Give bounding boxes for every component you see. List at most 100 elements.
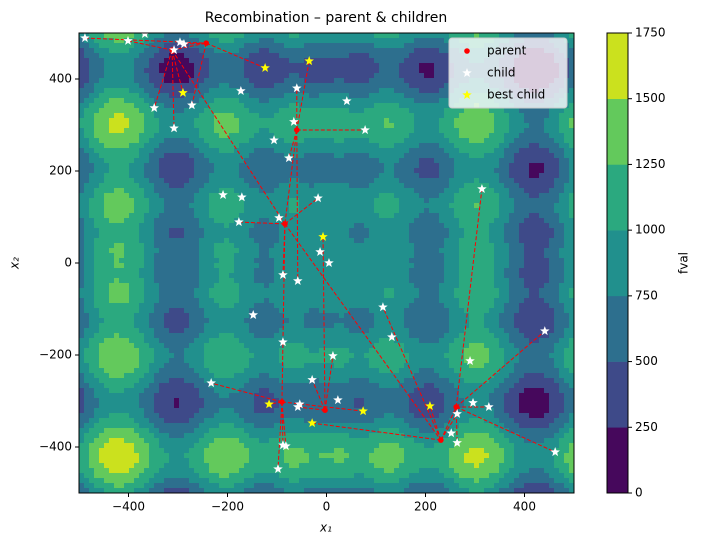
contour-cell xyxy=(334,78,340,84)
contour-cell xyxy=(119,403,125,409)
contour-cell xyxy=(104,68,110,74)
contour-cell xyxy=(209,113,215,119)
contour-cell xyxy=(229,248,235,254)
contour-cell xyxy=(309,398,315,404)
contour-cell xyxy=(334,313,340,319)
contour-cell xyxy=(319,323,325,329)
contour-cell xyxy=(154,88,160,94)
contour-cell xyxy=(239,83,245,89)
contour-cell xyxy=(89,223,95,229)
contour-cell xyxy=(219,78,225,84)
contour-cell xyxy=(169,243,175,249)
contour-cell xyxy=(149,398,155,404)
contour-cell xyxy=(214,48,220,54)
contour-cell xyxy=(234,208,240,214)
contour-cell xyxy=(204,468,210,474)
contour-cell xyxy=(99,203,105,209)
contour-cell xyxy=(304,133,310,139)
contour-cell xyxy=(294,383,300,389)
contour-cell xyxy=(299,453,305,459)
contour-cell xyxy=(239,58,245,64)
contour-cell xyxy=(324,213,330,219)
contour-cell xyxy=(139,398,145,404)
contour-cell xyxy=(259,128,265,134)
contour-cell xyxy=(314,63,320,69)
contour-cell xyxy=(214,203,220,209)
contour-cell xyxy=(199,88,205,94)
contour-cell xyxy=(139,438,145,444)
contour-cell xyxy=(114,243,120,249)
contour-cell xyxy=(189,248,195,254)
contour-cell xyxy=(84,393,90,399)
contour-cell xyxy=(254,453,260,459)
contour-cell xyxy=(314,353,320,359)
contour-cell xyxy=(174,268,180,274)
contour-cell xyxy=(334,148,340,154)
contour-cell xyxy=(284,58,290,64)
contour-cell xyxy=(89,283,95,289)
contour-cell xyxy=(269,423,275,429)
contour-cell xyxy=(264,243,270,249)
contour-cell xyxy=(154,213,160,219)
contour-cell xyxy=(79,268,85,274)
contour-cell xyxy=(209,363,215,369)
contour-cell xyxy=(139,468,145,474)
contour-cell xyxy=(109,483,115,489)
contour-cell xyxy=(329,98,335,104)
contour-cell xyxy=(94,293,100,299)
contour-cell xyxy=(94,198,100,204)
contour-cell xyxy=(94,488,100,494)
contour-cell xyxy=(264,258,270,264)
contour-cell xyxy=(279,68,285,74)
contour-cell xyxy=(234,388,240,394)
contour-cell xyxy=(144,353,150,359)
contour-cell xyxy=(194,223,200,229)
contour-cell xyxy=(139,478,145,484)
contour-cell xyxy=(209,118,215,124)
contour-cell xyxy=(194,373,200,379)
contour-cell xyxy=(299,413,305,419)
contour-cell xyxy=(179,253,185,259)
contour-cell xyxy=(124,148,130,154)
contour-cell xyxy=(259,433,265,439)
contour-cell xyxy=(274,193,280,199)
contour-cell xyxy=(169,308,175,314)
contour-cell xyxy=(239,238,245,244)
contour-cell xyxy=(139,193,145,199)
contour-cell xyxy=(129,438,135,444)
contour-cell xyxy=(139,183,145,189)
contour-cell xyxy=(249,373,255,379)
contour-cell xyxy=(174,83,180,89)
contour-cell xyxy=(179,298,185,304)
contour-cell xyxy=(109,88,115,94)
contour-cell xyxy=(264,313,270,319)
contour-cell xyxy=(194,318,200,324)
contour-cell xyxy=(184,418,190,424)
contour-cell xyxy=(84,273,90,279)
contour-cell xyxy=(299,373,305,379)
contour-cell xyxy=(244,443,250,449)
contour-cell xyxy=(274,443,280,449)
contour-cell xyxy=(159,313,165,319)
contour-cell xyxy=(244,208,250,214)
contour-cell xyxy=(314,443,320,449)
contour-cell xyxy=(334,488,340,494)
contour-cell xyxy=(329,33,335,39)
contour-cell xyxy=(89,183,95,189)
contour-cell xyxy=(104,343,110,349)
contour-cell xyxy=(249,483,255,489)
contour-cell xyxy=(259,73,265,79)
contour-cell xyxy=(184,483,190,489)
contour-cell xyxy=(179,348,185,354)
contour-cell xyxy=(199,203,205,209)
contour-cell xyxy=(199,378,205,384)
contour-cell xyxy=(244,83,250,89)
contour-cell xyxy=(314,38,320,44)
contour-cell xyxy=(144,133,150,139)
contour-cell xyxy=(274,238,280,244)
contour-cell xyxy=(219,33,225,39)
contour-cell xyxy=(114,53,120,59)
contour-cell xyxy=(224,383,230,389)
contour-cell xyxy=(259,448,265,454)
contour-cell xyxy=(109,418,115,424)
